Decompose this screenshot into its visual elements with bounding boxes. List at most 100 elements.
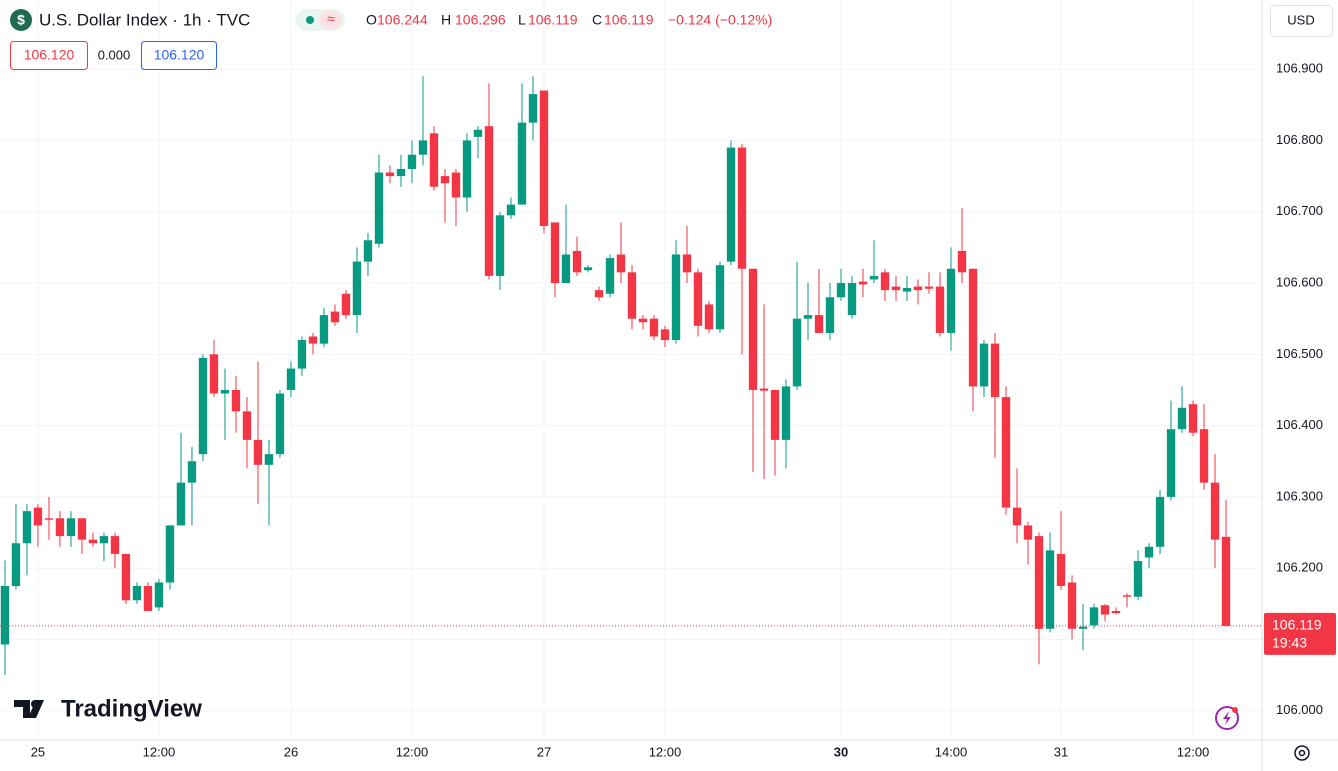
candle-body [814, 315, 824, 333]
candle-body [1221, 536, 1231, 626]
candles [0, 76, 1231, 676]
candle-body [902, 288, 912, 292]
candle-body [352, 261, 362, 316]
x-tick-label: 12:00 [1177, 744, 1210, 759]
low-label: L [518, 12, 526, 28]
candle-body [264, 454, 274, 465]
candle-body [517, 122, 527, 205]
candle-body [1045, 550, 1055, 629]
buy-price: 106.120 [154, 47, 205, 63]
candle-body [440, 176, 450, 184]
candle-body [33, 507, 43, 526]
candle-body [748, 268, 758, 390]
candle-body [946, 268, 956, 333]
candle-body [1012, 507, 1022, 526]
candle-body [88, 539, 98, 544]
close-label: C [592, 12, 602, 28]
y-tick-label: 106.300 [1276, 488, 1323, 503]
candle-body [308, 336, 318, 344]
candle-body [737, 147, 747, 269]
alert-icon[interactable] [1215, 706, 1239, 730]
candle-body [253, 439, 263, 465]
candle-body [957, 250, 967, 273]
candle-body [11, 543, 21, 587]
candle-body [1078, 626, 1088, 629]
y-tick-label: 106.200 [1276, 560, 1323, 575]
candle-body [825, 297, 835, 333]
candle-body [341, 293, 351, 316]
candle-body [1034, 536, 1044, 629]
sell-box[interactable] [10, 41, 88, 70]
candle-body [385, 172, 395, 177]
candle-body [715, 265, 725, 330]
candle-body [473, 129, 483, 137]
sell-price: 106.120 [24, 47, 75, 63]
x-tick-label: 30 [834, 744, 848, 759]
open-label: O [366, 12, 377, 28]
candle-body [407, 154, 417, 169]
candle-body [220, 389, 230, 394]
candle-body [693, 272, 703, 326]
change: −0.124 (−0.12%) [668, 12, 772, 28]
high-value: 106.296 [455, 12, 506, 28]
candle-body [209, 354, 219, 394]
candle-body [44, 518, 54, 520]
bar-countdown: 19:43 [1272, 635, 1307, 651]
buy-box[interactable] [141, 41, 217, 70]
candle-body [1067, 582, 1077, 629]
high-label: H [441, 12, 451, 28]
candle-body [143, 586, 153, 611]
candle-body [836, 283, 846, 298]
candle-body [0, 586, 10, 645]
candle-body [429, 133, 439, 187]
candle-body [726, 147, 736, 262]
candle-body [187, 461, 197, 483]
candle-body [1056, 553, 1066, 587]
settings-icon[interactable] [1294, 745, 1310, 761]
candle-body [77, 518, 87, 540]
candle-body [506, 204, 516, 216]
x-tick-label: 31 [1054, 744, 1068, 759]
currency-button[interactable] [1270, 5, 1333, 37]
y-tick-label: 106.900 [1276, 61, 1323, 76]
candle-body [847, 283, 857, 316]
x-tick-label: 14:00 [935, 744, 968, 759]
market-open-dot [306, 16, 314, 24]
x-tick-label: 26 [284, 744, 298, 759]
candle-body [638, 318, 648, 323]
symbol-title: U.S. Dollar Index · 1h · TVC [39, 10, 250, 29]
candle-body [539, 90, 549, 226]
currency: USD [1287, 12, 1314, 27]
y-tick-label: 106.000 [1276, 702, 1323, 717]
candle-body [1001, 397, 1011, 508]
alert-bolt [1223, 711, 1231, 725]
grid [0, 0, 1262, 740]
candle-body [858, 281, 868, 285]
last-price-label: 106.119 [1272, 617, 1322, 633]
y-tick-label: 106.400 [1276, 417, 1323, 432]
candle-body [165, 525, 175, 583]
candle-body [1155, 496, 1165, 547]
candle-body [1188, 404, 1198, 433]
candle-body [803, 315, 813, 319]
candle-body [297, 340, 307, 369]
candle-body [605, 258, 615, 294]
x-tick-label: 12:00 [649, 744, 682, 759]
candle-body [704, 304, 714, 330]
candle-body [319, 315, 329, 344]
candle-body [121, 553, 131, 601]
candle-body [1166, 429, 1176, 497]
candle-body [1144, 546, 1154, 558]
low-value: 106.119 [528, 12, 578, 28]
candle-body [660, 329, 670, 341]
close-value: 106.119 [604, 12, 654, 28]
candle-body [231, 389, 241, 412]
candle-body [671, 254, 681, 341]
candle-body [374, 172, 384, 244]
candle-body [1122, 595, 1132, 597]
candle-body [330, 311, 340, 323]
candle-body [462, 140, 472, 198]
candle-body [418, 140, 428, 155]
alert-dot [1232, 707, 1238, 713]
